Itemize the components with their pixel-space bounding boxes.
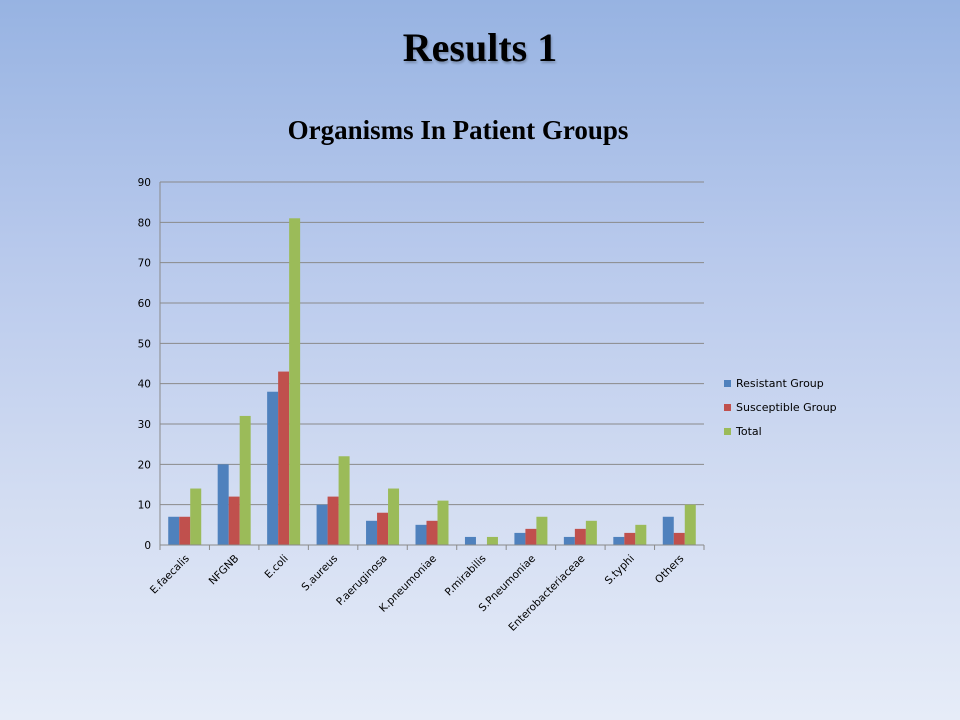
x-axis-ticks: E.faecalis NFGNB E.coli S.aureusP.aeruginos… [148,553,686,634]
bars [168,218,696,546]
bar [289,218,301,546]
x-tick-label: E.faecalis [148,553,192,597]
bar [662,516,674,545]
y-tick-label: 60 [138,298,151,310]
y-tick-label: 20 [138,459,151,471]
bar [338,456,350,545]
y-tick-label: 0 [144,540,151,552]
bar [377,512,389,545]
bar [673,532,685,545]
y-tick-label: 50 [138,338,151,350]
bar [327,496,339,545]
bar [525,528,537,545]
y-tick-label: 10 [138,500,151,512]
legend-swatch [724,428,731,435]
bar [179,516,191,545]
bar [388,488,400,545]
y-axis-ticks: 0 10 20 30 40 50 60 70 80 90 [138,177,151,552]
bar [486,536,498,545]
legend-swatch [724,404,731,411]
chart-title: Organisms In Patient Groups [288,115,629,145]
bar [316,504,328,545]
bar [415,524,427,545]
bar [585,520,597,545]
bar [514,532,526,545]
bar [635,524,647,545]
y-tick-label: 90 [138,177,151,189]
bar [239,415,251,545]
bar [278,371,290,545]
bar [366,520,378,545]
axes [159,182,705,550]
bar [437,500,449,545]
y-tick-label: 30 [138,419,151,431]
legend-label: Susceptible Group [736,401,837,414]
bar [624,532,636,545]
x-tick-label: E.coli [262,553,290,581]
bar [190,488,202,545]
y-tick-label: 80 [138,217,151,229]
bar [613,536,625,545]
bar [228,496,240,545]
legend-swatch [724,380,731,387]
x-tick-label: NFGNB [207,553,242,588]
x-tick-label: P.aeruginosa [334,553,389,608]
bar [464,536,476,545]
x-tick-label: S.aureus [299,553,340,594]
bar [217,464,229,545]
legend-label: Resistant Group [736,377,824,390]
legend: Resistant Group Susceptible Group Total [724,377,837,438]
x-tick-label: Others [653,553,686,586]
y-tick-label: 70 [138,258,151,270]
y-tick-label: 40 [138,379,151,391]
bar [684,504,696,545]
x-tick-label: S.typhi [603,553,637,587]
bar [563,536,575,545]
legend-label: Total [735,425,762,438]
bar [267,391,279,545]
slide-title: Results 1 [402,25,558,70]
bar [168,516,180,545]
bar [536,516,548,545]
bar [574,528,586,545]
bar [426,520,438,545]
x-tick-label: P.mirabilis [443,553,489,599]
